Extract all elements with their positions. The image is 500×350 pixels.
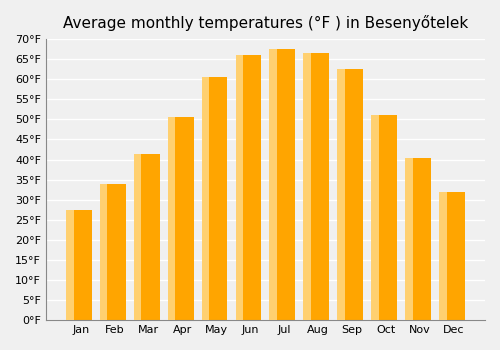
- Bar: [206, 77, 228, 320]
- Bar: [100, 184, 108, 320]
- Bar: [240, 55, 262, 320]
- Bar: [134, 154, 141, 320]
- Bar: [104, 184, 126, 320]
- Bar: [202, 77, 209, 320]
- Bar: [409, 158, 431, 320]
- Bar: [274, 49, 295, 320]
- Bar: [307, 53, 330, 320]
- Bar: [371, 116, 379, 320]
- Bar: [439, 192, 447, 320]
- Bar: [168, 117, 175, 320]
- Title: Average monthly temperatures (°F ) in Besenyőtelek: Average monthly temperatures (°F ) in Be…: [63, 15, 468, 31]
- Bar: [270, 49, 277, 320]
- Bar: [66, 210, 74, 320]
- Bar: [341, 69, 363, 320]
- Bar: [405, 158, 413, 320]
- Bar: [443, 192, 465, 320]
- Bar: [338, 69, 345, 320]
- Bar: [70, 210, 92, 320]
- Bar: [138, 154, 160, 320]
- Bar: [375, 116, 397, 320]
- Bar: [236, 55, 243, 320]
- Bar: [172, 117, 194, 320]
- Bar: [304, 53, 311, 320]
